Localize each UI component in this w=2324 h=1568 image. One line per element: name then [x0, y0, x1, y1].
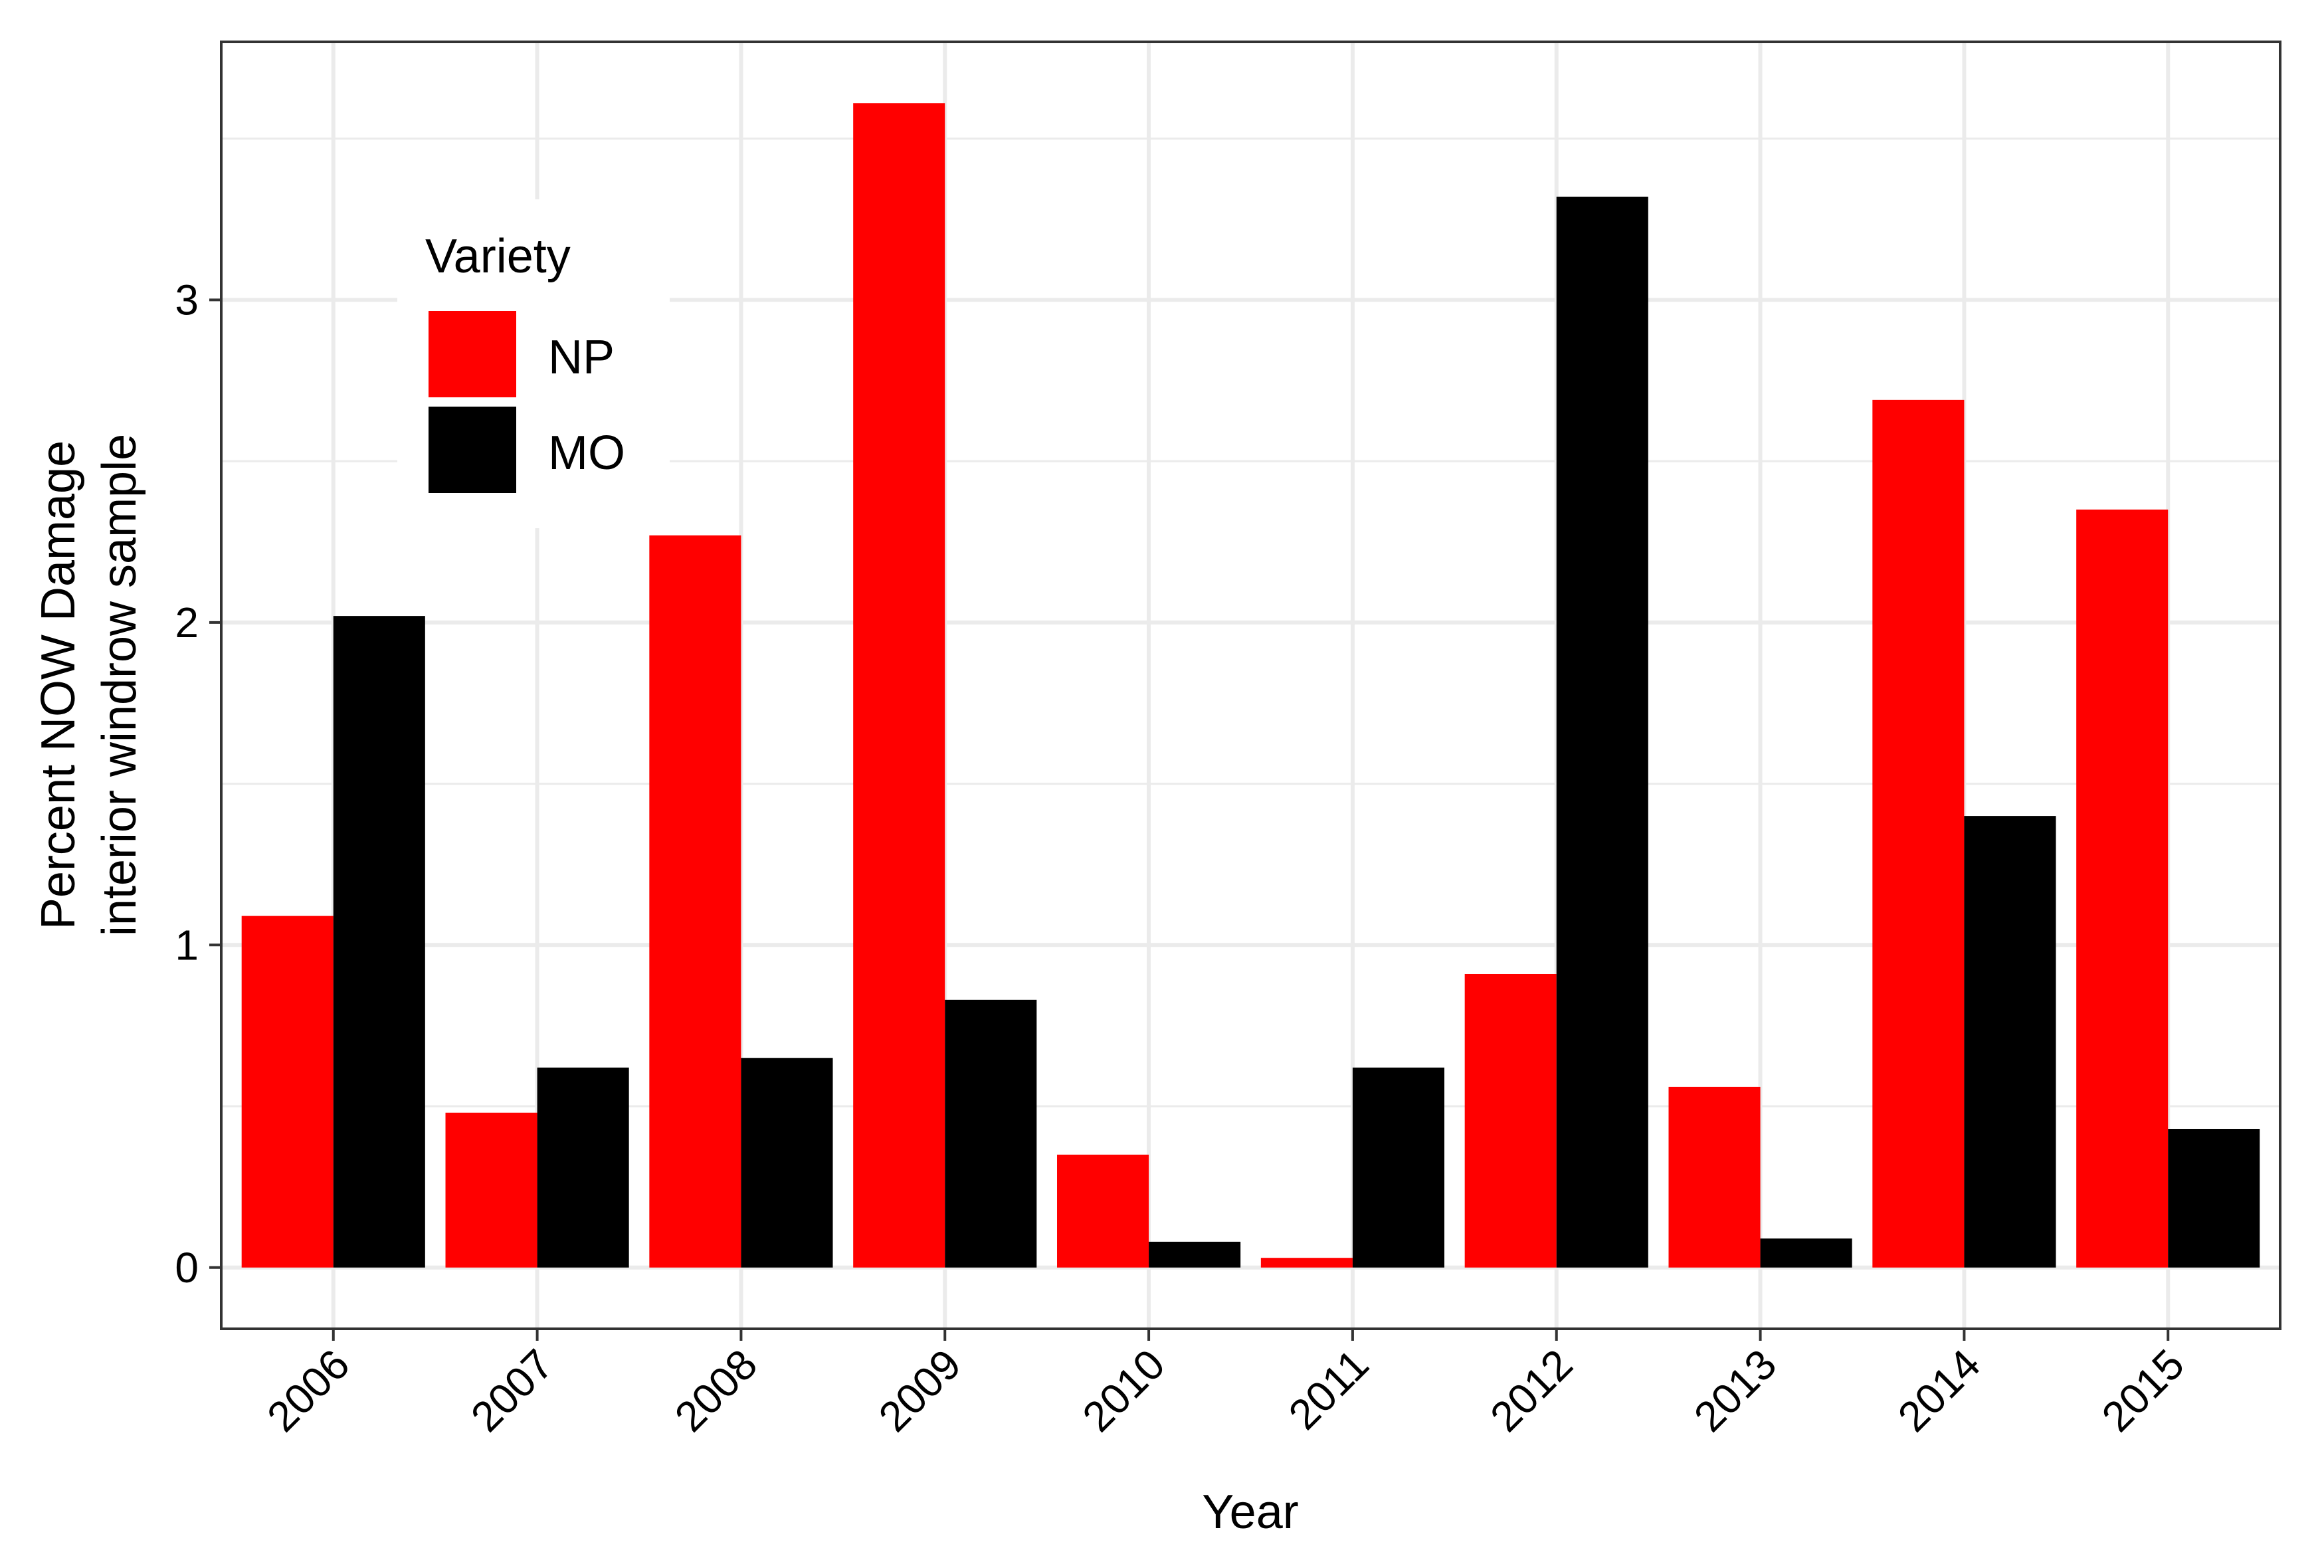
y-tick-label: 2 — [175, 599, 199, 646]
legend: Variety NP MO — [397, 199, 670, 528]
y-axis-title-line-1: Percent NOW Damage — [32, 441, 85, 930]
y-tick-label: 1 — [175, 921, 199, 969]
bar-np-2007 — [445, 1112, 537, 1268]
bar-np-2012 — [1464, 973, 1557, 1268]
bar-mo-2013 — [1760, 1238, 1852, 1268]
bar-mo-2010 — [1149, 1241, 1241, 1268]
legend-title: Variety — [425, 230, 571, 283]
bar-np-2011 — [1260, 1258, 1353, 1268]
plot-border — [220, 41, 2281, 1330]
bar-mo-2012 — [1556, 197, 1648, 1268]
bar-np-2008 — [649, 535, 741, 1268]
bar-mo-2006 — [333, 616, 425, 1268]
bar-mo-2007 — [537, 1067, 629, 1268]
y-axis-title-line-2: interior windrow sample — [93, 434, 146, 936]
bars — [241, 103, 2260, 1268]
y-tick-label: 3 — [175, 276, 199, 324]
x-axis-title: Year — [1202, 1486, 1298, 1539]
legend-label-np: NP — [548, 331, 615, 384]
bar-np-2014 — [1872, 399, 1965, 1268]
y-axis: 0 1 2 3 — [175, 276, 221, 1292]
y-tick-label: 0 — [175, 1244, 199, 1292]
bar-mo-2008 — [741, 1058, 833, 1268]
bar-np-2006 — [241, 916, 334, 1268]
bar-mo-2014 — [1964, 816, 2056, 1268]
legend-key-np — [429, 311, 516, 397]
legend-label-mo: MO — [548, 427, 625, 480]
bar-np-2015 — [2076, 509, 2169, 1268]
bar-np-2009 — [853, 103, 945, 1268]
bar-mo-2011 — [1352, 1067, 1444, 1268]
bar-mo-2009 — [945, 999, 1037, 1268]
legend-key-mo — [429, 407, 516, 493]
bar-np-2013 — [1668, 1086, 1761, 1268]
bar-np-2010 — [1057, 1154, 1149, 1268]
bar-mo-2015 — [2168, 1129, 2260, 1268]
